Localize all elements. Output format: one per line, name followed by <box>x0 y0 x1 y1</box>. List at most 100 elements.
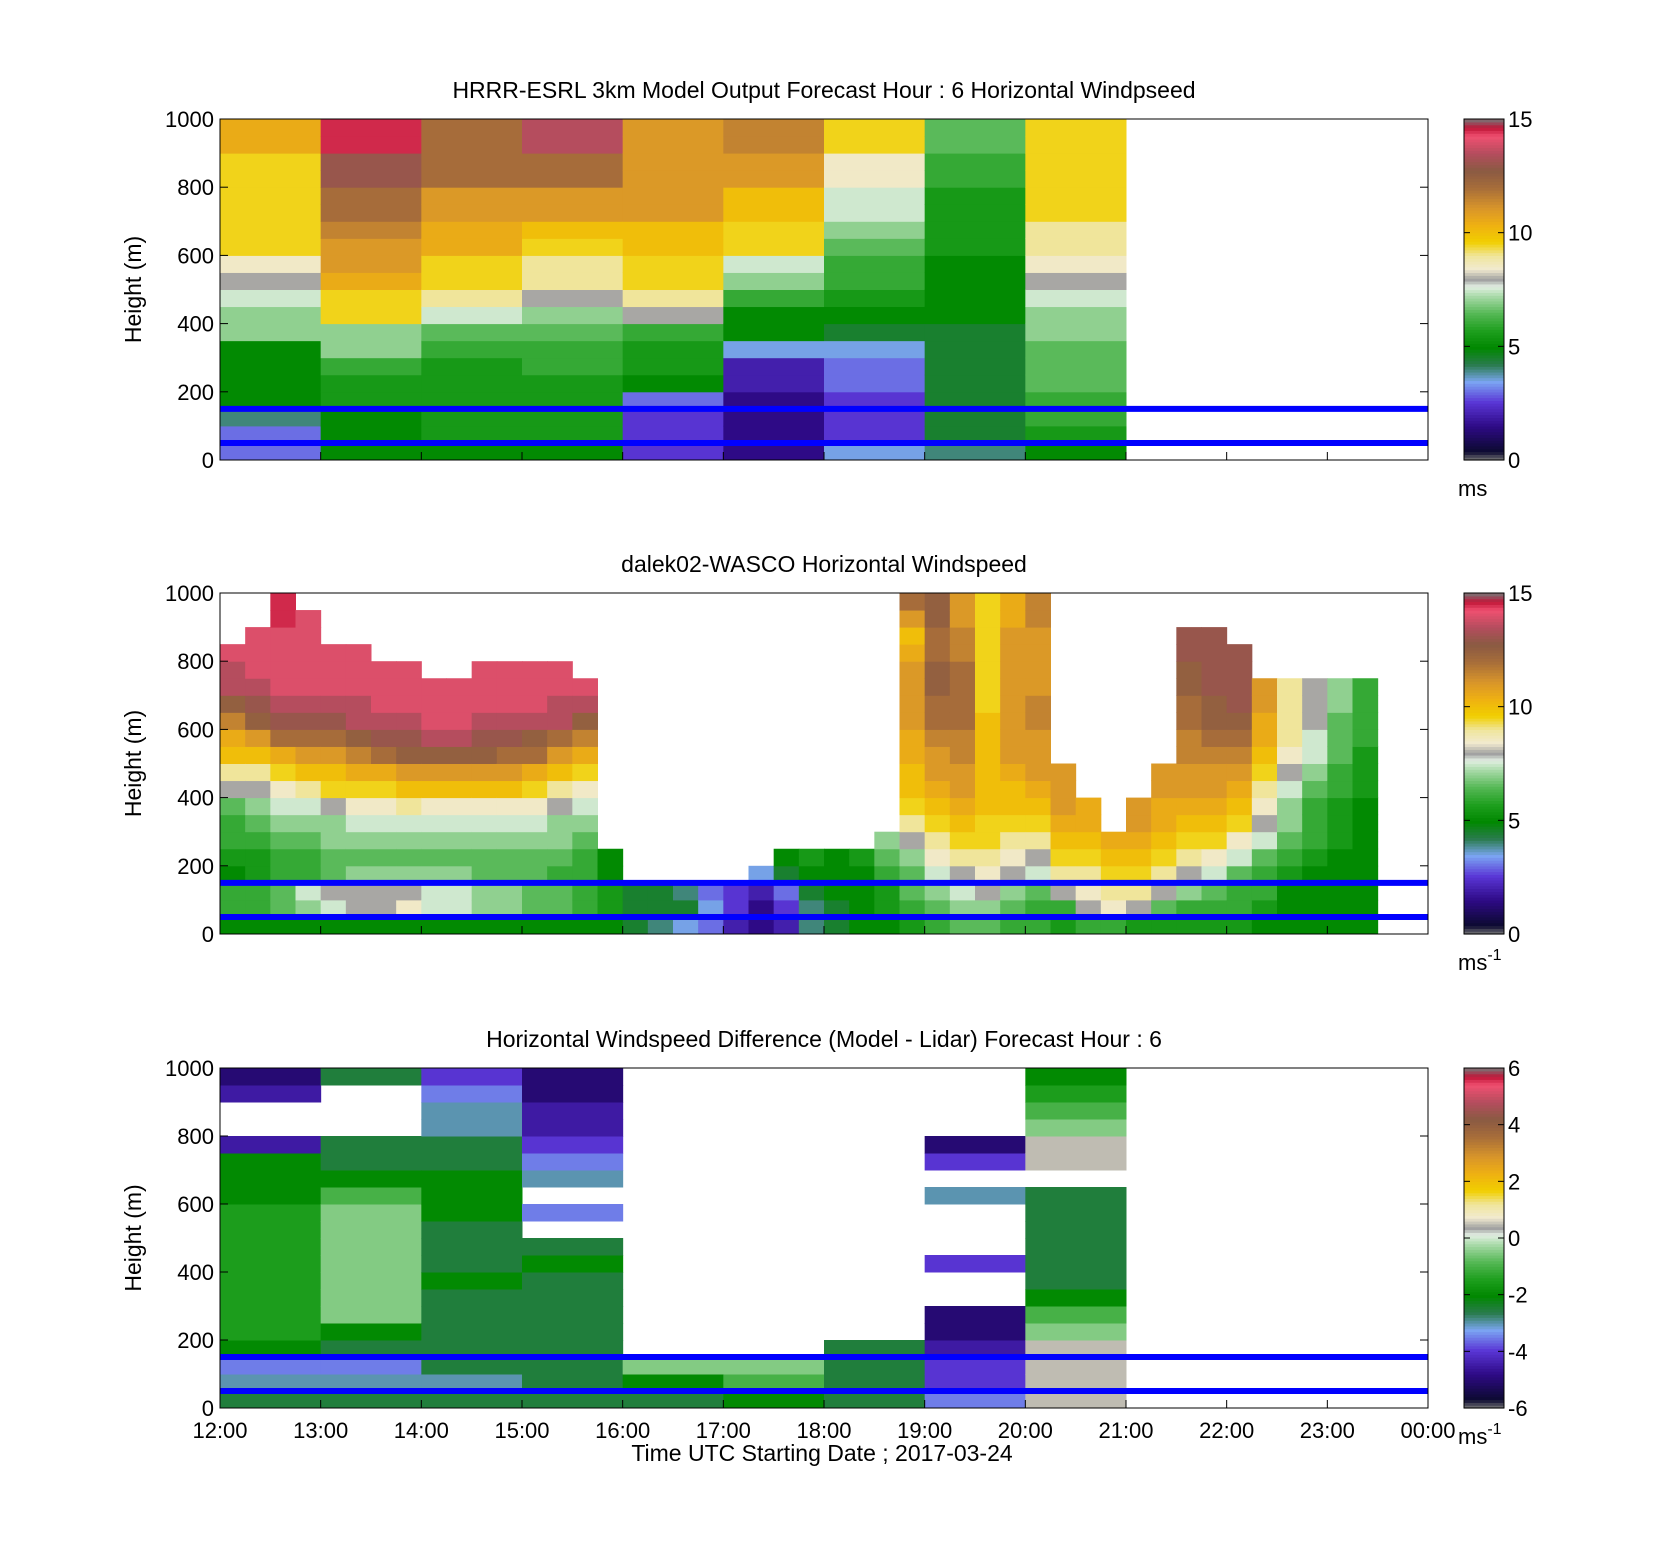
colorbar-segment <box>1464 1274 1504 1279</box>
colorbar-segment <box>1464 1249 1504 1253</box>
heatmap-cell <box>622 1374 724 1392</box>
heatmap-cell <box>773 865 800 884</box>
colorbar-segment <box>1464 1297 1504 1301</box>
heatmap-cell <box>824 357 926 376</box>
colorbar-segment <box>1464 877 1504 881</box>
colorbar-segment <box>1464 729 1504 733</box>
heatmap-cell <box>320 119 422 137</box>
heatmap-cell <box>949 729 976 747</box>
heatmap-cell <box>320 357 422 376</box>
heatmap-cell <box>396 797 422 816</box>
heatmap-cell <box>975 729 1001 747</box>
colorbar-segment <box>1464 1382 1504 1386</box>
colorbar-segment <box>1464 1354 1504 1358</box>
heatmap-cell <box>1000 831 1026 850</box>
heatmap-cell <box>1025 916 1051 935</box>
heatmap-cell <box>1251 695 1278 713</box>
colorbar-segment <box>1464 235 1504 239</box>
colorbar-segment <box>1464 303 1504 308</box>
heatmap-cell <box>1075 916 1102 935</box>
colorbar-segment <box>1464 309 1504 313</box>
heatmap-cell <box>421 1170 523 1188</box>
heatmap-cell <box>1151 882 1177 901</box>
heatmap-cell <box>270 848 296 867</box>
panel-title: HRRR-ESRL 3km Model Output Forecast Hour… <box>452 77 1195 103</box>
heatmap-cell <box>824 1391 926 1409</box>
heatmap-cell <box>874 831 900 850</box>
heatmap-cell <box>1025 1136 1127 1154</box>
colorbar-segment <box>1464 646 1504 651</box>
heatmap-cell <box>1025 814 1051 833</box>
heatmap-cell <box>421 1255 523 1273</box>
heatmap-cell <box>496 814 523 833</box>
heatmap-cell <box>220 695 246 713</box>
heatmap-cell <box>522 661 548 679</box>
colorbar-segment <box>1464 414 1504 418</box>
heatmap-cell <box>1327 695 1353 713</box>
heatmap-cell <box>320 729 347 747</box>
colorbar-segment <box>1464 451 1504 455</box>
colorbar-segment <box>1464 448 1504 453</box>
colorbar-unit-exponent: -1 <box>1487 1421 1501 1438</box>
heatmap-cell <box>899 865 926 884</box>
heatmap-cell <box>723 882 749 901</box>
colorbar-segment <box>1464 666 1504 671</box>
y-tick-label: 1000 <box>165 1056 214 1081</box>
y-tick-label: 200 <box>177 854 214 879</box>
heatmap-cell <box>924 255 1026 273</box>
heatmap-cell <box>1176 814 1202 833</box>
heatmap-cell <box>421 374 523 393</box>
heatmap-cell <box>1151 780 1177 799</box>
heatmap-cell <box>924 408 1026 427</box>
colorbar-segment <box>1464 198 1504 203</box>
colorbar-segment <box>1464 428 1504 433</box>
colorbar-segment <box>1464 397 1504 401</box>
heatmap-cell <box>572 678 598 696</box>
heatmap-cell <box>220 1323 322 1341</box>
colorbar-segment <box>1464 417 1504 421</box>
heatmap-cell <box>220 746 246 764</box>
colorbar-segment <box>1464 664 1504 668</box>
heatmap-cell <box>522 442 624 461</box>
colorbar-segment <box>1464 289 1504 293</box>
colorbar-segment <box>1464 899 1504 904</box>
heatmap-cell <box>1277 865 1303 884</box>
heatmap-cell <box>1226 882 1253 901</box>
colorbar-segment <box>1464 1243 1504 1248</box>
heatmap-cell <box>1352 678 1379 696</box>
heatmap-cell <box>547 678 573 696</box>
heatmap-cell <box>773 916 800 935</box>
heatmap-cell <box>924 882 951 901</box>
heatmap-cell <box>975 865 1001 884</box>
colorbar-segment <box>1464 127 1504 131</box>
heatmap-cell <box>547 899 573 918</box>
colorbar-segment <box>1464 595 1504 600</box>
heatmap-cell <box>496 865 523 884</box>
heatmap-cell <box>748 899 775 918</box>
colorbar-tick-label: 15 <box>1508 107 1532 132</box>
y-tick-label: 0 <box>202 448 214 473</box>
heatmap-cell <box>421 170 523 188</box>
heatmap-cell <box>572 712 598 730</box>
heatmap-cell <box>1251 882 1278 901</box>
heatmap-cell <box>295 763 322 782</box>
heatmap-cell <box>622 323 724 342</box>
x-tick-label: 21:00 <box>1098 1418 1153 1443</box>
x-tick-label: 15:00 <box>494 1418 549 1443</box>
heatmap-cell <box>522 306 624 325</box>
colorbar-segment <box>1464 423 1504 427</box>
heatmap-cell <box>1176 899 1202 918</box>
heatmap-cell <box>1025 1272 1127 1290</box>
colorbar-segment <box>1464 238 1504 242</box>
heatmap-cell <box>220 1085 322 1103</box>
heatmap-cell <box>522 170 624 188</box>
y-tick-label: 800 <box>177 175 214 200</box>
colorbar-segment <box>1464 1212 1504 1216</box>
colorbar-segment <box>1464 885 1504 890</box>
heatmap-cell <box>1151 814 1177 833</box>
heatmap-cell <box>220 221 322 239</box>
heatmap-cell <box>421 1153 523 1171</box>
heatmap-cell <box>245 661 271 679</box>
colorbar-segment <box>1464 916 1504 921</box>
heatmap-cell <box>220 425 322 444</box>
